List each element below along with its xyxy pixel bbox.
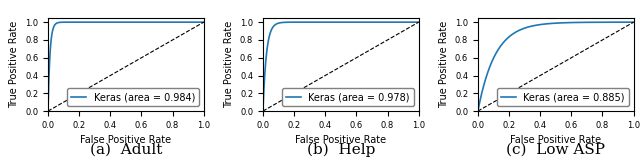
Keras (area = 0.984) (113, 21, 120, 23)
Line: Keras (area = 0.984): Keras (area = 0.984) (48, 22, 204, 111)
Keras (area = 0.984) (168, 21, 176, 23)
Legend: Keras (area = 0.978): Keras (area = 0.978) (282, 88, 414, 106)
Keras (area = 0.978) (275, 22, 283, 24)
Keras (area = 0.978) (381, 21, 388, 23)
Keras (area = 0.984) (151, 21, 159, 23)
Keras (area = 0.885) (537, 24, 545, 25)
Keras (area = 0.984) (166, 21, 173, 23)
Keras (area = 0.885) (490, 57, 497, 59)
Text: (c)  Low ASP: (c) Low ASP (506, 143, 605, 157)
Keras (area = 0.885) (630, 21, 637, 23)
Legend: Keras (area = 0.984): Keras (area = 0.984) (67, 88, 199, 106)
Keras (area = 0.978) (383, 21, 391, 23)
Keras (area = 0.885) (581, 21, 589, 23)
Text: (b)  Help: (b) Help (307, 142, 375, 157)
Keras (area = 0.885) (543, 23, 550, 25)
Keras (area = 0.978) (388, 21, 396, 23)
Line: Keras (area = 0.885): Keras (area = 0.885) (478, 22, 634, 111)
Keras (area = 0.984) (44, 110, 52, 112)
Y-axis label: True Positive Rate: True Positive Rate (10, 21, 19, 108)
Keras (area = 0.885) (595, 21, 603, 23)
Keras (area = 0.978) (415, 21, 422, 23)
Keras (area = 0.978) (328, 21, 335, 23)
X-axis label: False Positive Rate: False Positive Rate (80, 135, 172, 145)
Y-axis label: True Positive Rate: True Positive Rate (439, 21, 449, 108)
Y-axis label: True Positive Rate: True Positive Rate (225, 21, 234, 108)
Text: (a)  Adult: (a) Adult (90, 143, 162, 157)
Line: Keras (area = 0.978): Keras (area = 0.978) (263, 22, 419, 111)
Keras (area = 0.978) (259, 110, 267, 112)
Keras (area = 0.984) (60, 21, 68, 23)
Keras (area = 0.978) (322, 21, 330, 23)
Keras (area = 0.984) (200, 21, 207, 23)
X-axis label: False Positive Rate: False Positive Rate (295, 135, 387, 145)
Keras (area = 0.885) (474, 110, 482, 112)
Legend: Keras (area = 0.885): Keras (area = 0.885) (497, 88, 628, 106)
Keras (area = 0.978) (366, 21, 374, 23)
Keras (area = 0.984) (107, 21, 115, 23)
Keras (area = 0.984) (117, 21, 125, 23)
Keras (area = 0.885) (598, 21, 606, 23)
X-axis label: False Positive Rate: False Positive Rate (510, 135, 602, 145)
